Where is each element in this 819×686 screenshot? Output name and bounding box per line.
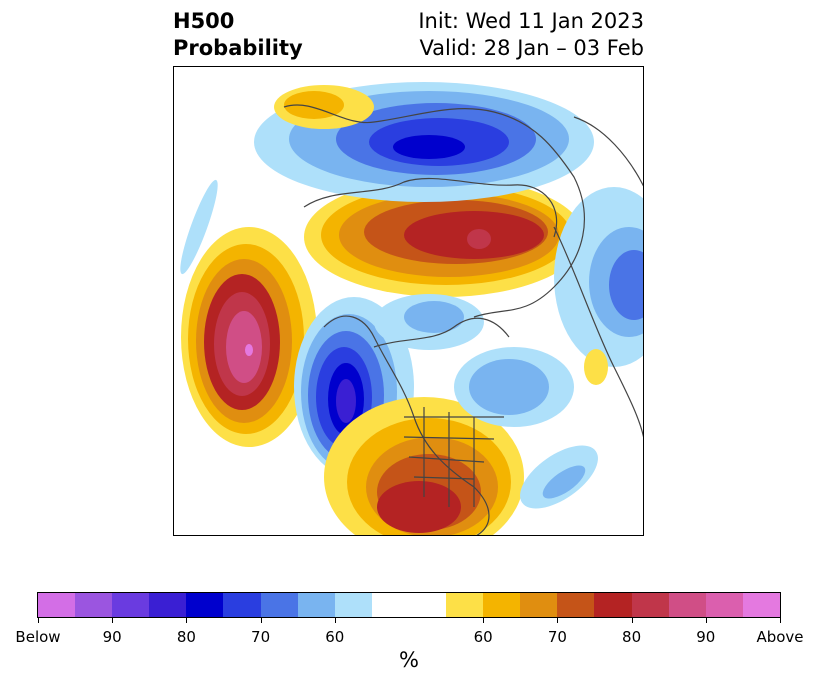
colorbar-unit-label: %	[399, 648, 419, 672]
colorbar-tick-label: 80	[176, 628, 196, 646]
run-info: Init: Wed 11 Jan 2023 Valid: 28 Jan – 03…	[418, 8, 644, 62]
arctic-above-region	[304, 177, 584, 297]
colorbar-segment	[149, 593, 187, 617]
colorbar-tick-label: 70	[251, 628, 271, 646]
valid-text: Valid: 28 Jan – 03 Feb	[419, 36, 644, 60]
init-text: Init: Wed 11 Jan 2023	[418, 9, 644, 33]
colorbar-tick-mark	[705, 618, 707, 623]
colorbar-segment	[742, 593, 780, 617]
colorbar-tick-label: 90	[696, 628, 716, 646]
atlantic-below-region	[454, 347, 574, 427]
colorbar-segment	[594, 593, 632, 617]
colorbar-tick-label: 70	[547, 628, 567, 646]
colorbar-segment	[705, 593, 743, 617]
colorbar-segment	[334, 593, 372, 617]
colorbar-segment	[75, 593, 113, 617]
colorbar-segment	[297, 593, 335, 617]
colorbar-tick-mark	[780, 618, 781, 623]
colorbar-tick-label: 60	[473, 628, 493, 646]
colorbar-tick-mark	[112, 618, 114, 623]
colorbar-tick-mark	[483, 618, 485, 623]
colorbar	[37, 592, 781, 618]
colorbar-segment	[112, 593, 150, 617]
colorbar-segment	[371, 593, 447, 617]
colorbar-tick-mark	[557, 618, 559, 623]
coastlines	[283, 104, 643, 535]
colorbar-tick-label: Below	[15, 628, 61, 646]
colorbar-segment	[260, 593, 298, 617]
colorbar-tick-label: Above	[756, 628, 804, 646]
colorbar-segment	[483, 593, 521, 617]
colorbar-tick-mark	[38, 618, 39, 623]
colorbar-segment	[446, 593, 484, 617]
colorbar-tick-label: 60	[325, 628, 345, 646]
colorbar-tick-mark	[631, 618, 633, 623]
colorbar-segment	[38, 593, 76, 617]
colorbar-tick-mark	[186, 618, 188, 623]
colorbar-tick-mark	[260, 618, 262, 623]
colorbar-segment	[186, 593, 224, 617]
colorbar-tick-mark	[334, 618, 336, 623]
probability-map	[174, 67, 643, 535]
colorbar-segment	[223, 593, 261, 617]
colorbar-segment	[668, 593, 706, 617]
title-line1: H500	[173, 9, 235, 33]
colorbar-tick-label: 90	[102, 628, 122, 646]
chart-title: H500 Probability	[173, 8, 303, 62]
colorbar-tick-label: 80	[622, 628, 642, 646]
colorbar-segment	[557, 593, 595, 617]
map-panel	[173, 66, 644, 536]
pacific-above-region	[181, 227, 317, 447]
colorbar-segment	[520, 593, 558, 617]
colorbar-segment	[631, 593, 669, 617]
title-line2: Probability	[173, 36, 303, 60]
